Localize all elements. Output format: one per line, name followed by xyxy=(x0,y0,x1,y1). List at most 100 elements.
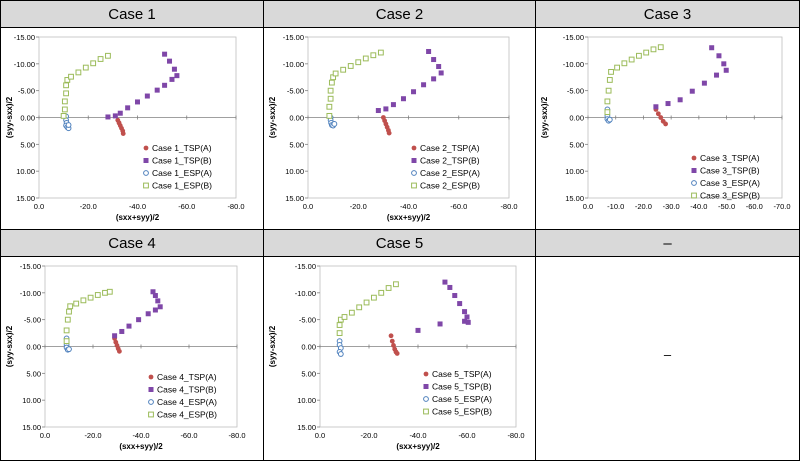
legend-label: Case 2_ESP(B) xyxy=(420,181,480,191)
legend-marker xyxy=(411,158,417,163)
series-case-3-esp-b- xyxy=(604,44,664,116)
data-point xyxy=(63,82,69,89)
legend-label: Case 4_TSP(A) xyxy=(157,372,217,382)
data-point xyxy=(327,87,334,94)
chart-case-2: -15.00 -10.00 -5.00 0.00 5.00 10.00 15.000.0 -2… xyxy=(268,33,518,222)
data-point xyxy=(102,289,108,296)
y-tick-label: 5.00 xyxy=(20,140,35,149)
x-tick-label: -60.0 xyxy=(450,202,467,211)
data-point xyxy=(169,76,175,82)
legend-marker xyxy=(423,371,429,377)
data-point xyxy=(75,69,82,76)
legend-marker xyxy=(411,145,417,151)
y-tick-label: -5.00 xyxy=(299,316,316,325)
series-case-5-tsp-b- xyxy=(415,279,471,333)
legend-marker xyxy=(148,374,154,380)
header-case-2: Case 2 xyxy=(263,0,536,28)
data-point xyxy=(363,299,370,306)
chart-cell-case-2: -15.00 -10.00 -5.00 0.00 5.00 10.00 15.00 0.0 -2… xyxy=(263,27,536,230)
legend-marker xyxy=(148,411,154,418)
legend-label: Case 5_TSP(B) xyxy=(432,382,492,392)
header-case-3: Case 3 xyxy=(535,0,800,28)
x-tick-label: -60.0 xyxy=(178,202,195,211)
data-point xyxy=(326,103,333,110)
legend-label: Case 2_TSP(A) xyxy=(420,143,480,153)
series-case-4-esp-b- xyxy=(63,288,113,345)
data-point xyxy=(386,130,392,136)
data-point xyxy=(331,121,338,127)
x-tick-label: -60.0 xyxy=(458,431,475,440)
y-tick-label: 15.00 xyxy=(565,194,584,203)
data-point xyxy=(653,104,659,110)
series-case-5-esp-b- xyxy=(336,281,399,336)
x-tick-label: -40.0 xyxy=(400,202,417,211)
x-tick-label: 0.0 xyxy=(583,202,593,211)
data-point xyxy=(431,76,437,82)
data-point xyxy=(171,66,177,72)
data-point xyxy=(152,307,158,313)
data-point xyxy=(119,328,125,334)
data-point xyxy=(643,49,650,56)
data-point xyxy=(174,73,180,79)
data-point xyxy=(97,56,104,62)
data-point xyxy=(650,46,657,53)
data-point xyxy=(709,45,715,51)
series-case-4-tsp-b- xyxy=(112,289,163,339)
data-point xyxy=(391,343,396,348)
x-tick-label: -20.0 xyxy=(350,202,367,211)
data-point xyxy=(701,80,707,86)
data-point xyxy=(604,109,611,116)
legend-label: Case 1_ESP(B) xyxy=(152,181,212,191)
data-point xyxy=(721,61,727,67)
data-point xyxy=(348,309,355,316)
data-point xyxy=(337,351,344,357)
legend-label: Case 3_TSP(A) xyxy=(700,153,760,163)
x-tick-label: -20.0 xyxy=(635,202,652,211)
data-point xyxy=(462,318,468,324)
chart-case-3: -15.00 -10.00 -5.00 0.00 5.00 10.00 15.000.0 -1… xyxy=(540,33,791,211)
legend-label: Case 5_ESP(A) xyxy=(432,394,492,404)
y-axis-label: (syy-sxx)/2 xyxy=(5,325,14,367)
y-tick-label: -15.00 xyxy=(295,262,316,271)
data-point xyxy=(614,64,620,71)
x-tick-label: -30.0 xyxy=(663,202,680,211)
header-case-4: Case 4 xyxy=(0,229,264,257)
data-point xyxy=(436,64,442,70)
data-point xyxy=(61,106,68,113)
data-point xyxy=(152,293,158,299)
data-point xyxy=(145,311,151,317)
series-case-2-tsp-a- xyxy=(380,115,392,136)
legend-marker xyxy=(143,170,149,176)
series-case-5-esp-a- xyxy=(336,338,344,357)
x-tick-label: 0.0 xyxy=(315,431,325,440)
data-point xyxy=(60,112,67,119)
data-point xyxy=(66,346,72,353)
data-point xyxy=(390,102,396,108)
data-point xyxy=(120,131,126,136)
data-point xyxy=(465,319,471,325)
y-tick-label: 0.00 xyxy=(569,114,584,123)
x-tick-label: -40.0 xyxy=(409,431,426,440)
data-point xyxy=(415,327,421,333)
y-tick-label: -5.00 xyxy=(18,87,35,96)
data-point xyxy=(452,293,458,299)
legend-label: Case 1_TSP(B) xyxy=(152,156,212,166)
legend-marker xyxy=(143,158,149,163)
y-tick-label: -15.00 xyxy=(283,33,304,42)
y-axis-label: (syy-sxx)/2 xyxy=(540,96,549,138)
empty-cell: – xyxy=(535,256,800,461)
legend-marker xyxy=(423,408,429,415)
data-point xyxy=(628,56,635,63)
y-tick-label: -10.00 xyxy=(283,60,304,69)
data-point xyxy=(105,114,111,120)
x-tick-label: -20.0 xyxy=(80,202,97,211)
y-tick-label: 0.00 xyxy=(301,343,316,352)
series-case-2-tsp-b- xyxy=(375,48,444,114)
data-point xyxy=(326,112,333,119)
data-point xyxy=(332,70,339,77)
legend-label: Case 1_ESP(A) xyxy=(152,168,212,178)
x-tick-label: -80.0 xyxy=(507,431,524,440)
data-point xyxy=(394,351,400,356)
y-tick-label: 0.00 xyxy=(26,343,41,352)
legend-marker xyxy=(148,399,154,405)
